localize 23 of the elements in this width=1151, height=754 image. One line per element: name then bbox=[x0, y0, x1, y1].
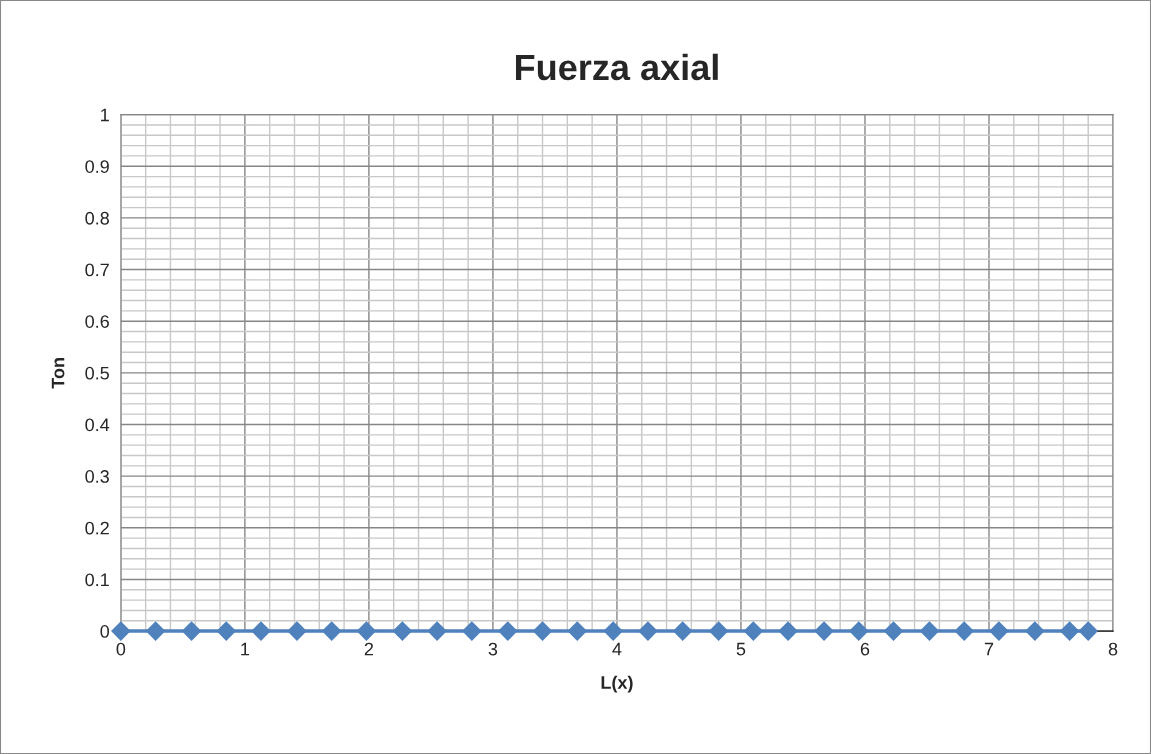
x-tick-label: 4 bbox=[612, 642, 622, 656]
y-tick-label: 0.9 bbox=[85, 160, 109, 173]
x-tick-label: 2 bbox=[364, 642, 374, 656]
chart-title: Fuerza axial bbox=[515, 53, 718, 81]
y-tick-label: 0.6 bbox=[85, 315, 109, 328]
y-tick-label: 1 bbox=[101, 108, 109, 122]
x-tick-label: 0 bbox=[116, 642, 126, 656]
y-tick-label: 0.2 bbox=[85, 521, 109, 535]
y-tick-label: 0.8 bbox=[85, 211, 109, 225]
x-axis-title: L(x) bbox=[601, 675, 633, 693]
y-tick-label: 0.4 bbox=[85, 418, 110, 432]
y-tick-label: 0.1 bbox=[85, 573, 109, 587]
y-tick-label: 0.5 bbox=[85, 366, 109, 380]
x-tick-label: 6 bbox=[860, 642, 870, 656]
y-tick-label: 0 bbox=[100, 625, 110, 638]
x-tick-label: 8 bbox=[1108, 642, 1118, 656]
y-tick-label: 0.7 bbox=[85, 263, 109, 277]
x-tick-label: 3 bbox=[488, 642, 498, 656]
x-tick-label: 1 bbox=[241, 642, 250, 656]
x-tick-label: 5 bbox=[736, 642, 746, 656]
y-tick-label: 0.3 bbox=[85, 470, 109, 483]
y-axis-title: Ton bbox=[51, 358, 65, 389]
x-tick-label: 7 bbox=[984, 642, 994, 656]
